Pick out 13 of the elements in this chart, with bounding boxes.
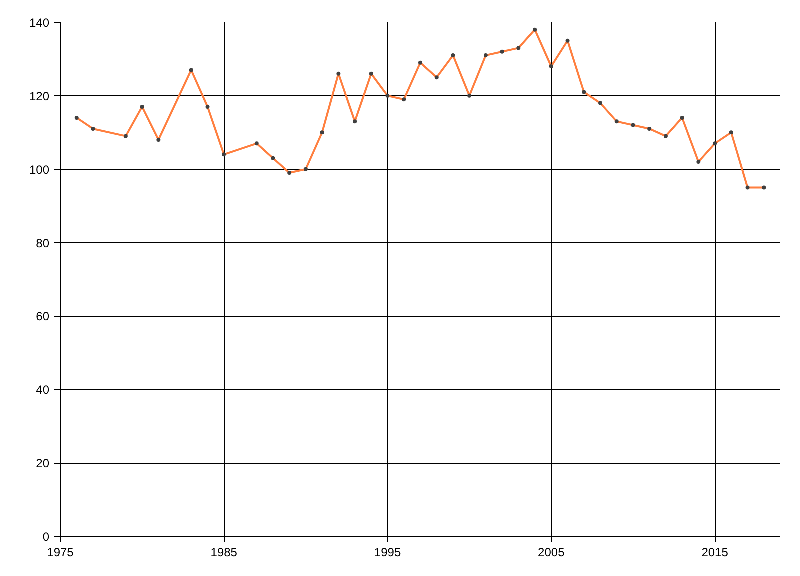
x-tick-label: 1995 [374, 546, 402, 560]
x-tick-label: 1985 [210, 546, 238, 560]
y-tick-label: 140 [29, 16, 50, 30]
y-tick-label: 100 [29, 162, 50, 177]
y-tick-label: 20 [36, 456, 50, 471]
x-tick-label: 2015 [702, 546, 729, 560]
x-tick-label: 1975 [47, 546, 74, 560]
x-tick-label: 2005 [538, 546, 566, 560]
y-tick-label: 120 [29, 89, 50, 104]
y-tick-label: 0 [42, 530, 50, 544]
y-tick-label: 80 [36, 236, 50, 250]
y-tick-label: 60 [36, 310, 50, 324]
y-tick-label: 40 [36, 383, 50, 398]
